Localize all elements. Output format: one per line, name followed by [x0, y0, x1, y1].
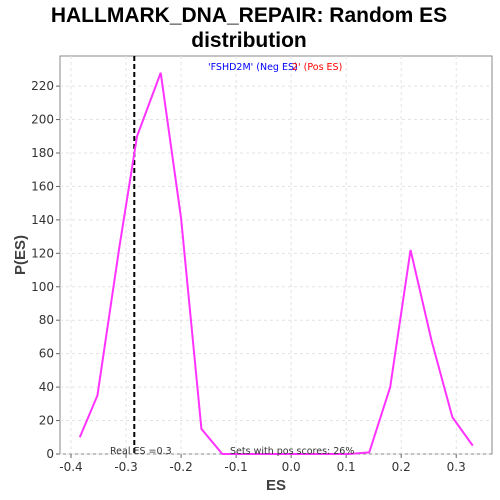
y-tick-label: 200	[31, 113, 54, 127]
y-tick-label: 100	[31, 280, 54, 294]
x-axis-label: ES	[266, 477, 286, 494]
x-tick-label: 0.2	[392, 460, 411, 474]
y-tick-label: 20	[39, 414, 54, 428]
y-tick-label: 0	[46, 447, 54, 461]
y-tick-label: 120	[31, 246, 54, 260]
real-es-label: Real ES =0.3	[110, 446, 172, 457]
y-axis-ticks: 0 20 40 60 80 100 120 140 160 180 200 220	[31, 79, 60, 461]
x-tick-label: -0.2	[169, 460, 192, 474]
y-tick-label: 160	[31, 179, 54, 193]
legend-pos: 2' (Pos ES)	[292, 62, 342, 73]
x-tick-label: 0.1	[337, 460, 356, 474]
y-tick-label: 80	[39, 313, 54, 327]
x-tick-label: 0.0	[282, 460, 301, 474]
x-axis-ticks: -0.4 -0.3 -0.2 -0.1 0.0 0.1 0.2 0.3	[59, 454, 466, 474]
y-tick-label: 60	[39, 347, 54, 361]
x-tick-label: -0.3	[114, 460, 137, 474]
pos-scores-label: Sets with pos scores: 26%	[230, 446, 354, 457]
plot-area	[59, 55, 493, 455]
chart-title-line2: distribution	[191, 29, 306, 52]
series-line	[78, 72, 474, 455]
y-tick-label: 140	[31, 213, 54, 227]
y-tick-label: 180	[31, 146, 54, 160]
legend-neg: 'FSHD2M' (Neg ES)	[208, 62, 298, 73]
x-tick-label: 0.3	[447, 460, 466, 474]
chart-title-line1: HALLMARK_DNA_REPAIR: Random ES	[51, 4, 447, 27]
y-tick-label: 220	[31, 79, 54, 93]
x-tick-label: -0.4	[59, 460, 82, 474]
x-tick-label: -0.1	[224, 460, 247, 474]
y-tick-label: 40	[39, 380, 54, 394]
y-axis-label: P(ES)	[12, 235, 29, 275]
